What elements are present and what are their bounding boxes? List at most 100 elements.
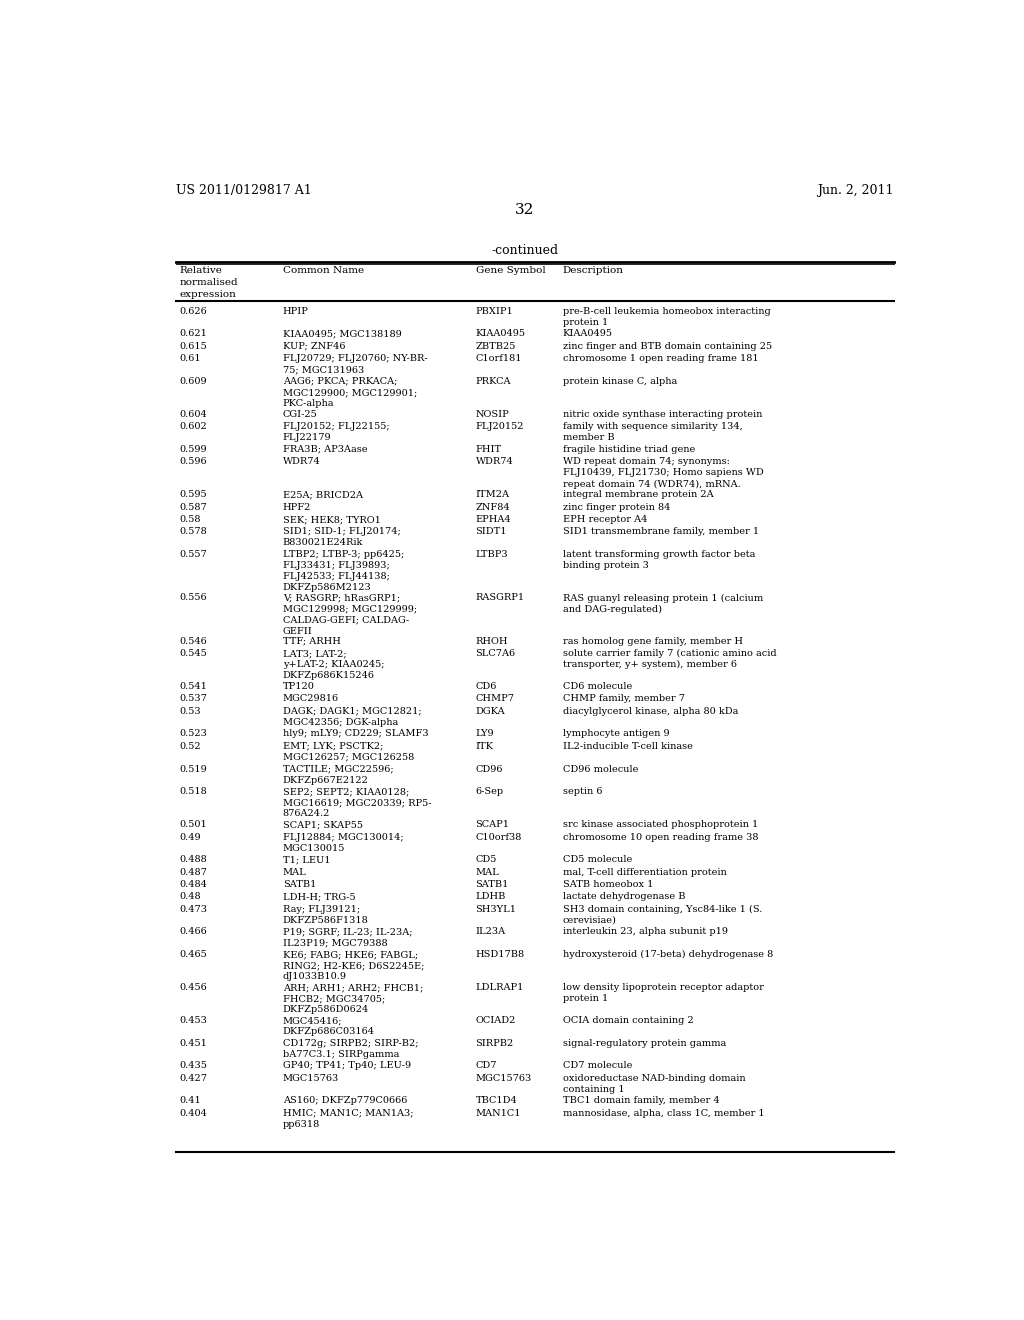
Text: 0.604: 0.604 bbox=[179, 411, 207, 418]
Text: hly9; mLY9; CD229; SLAMF3: hly9; mLY9; CD229; SLAMF3 bbox=[283, 730, 428, 738]
Text: protein kinase C, alpha: protein kinase C, alpha bbox=[563, 378, 677, 385]
Text: 0.52: 0.52 bbox=[179, 742, 201, 751]
Text: 0.484: 0.484 bbox=[179, 880, 208, 888]
Text: E25A; BRICD2A: E25A; BRICD2A bbox=[283, 490, 362, 499]
Text: zinc finger and BTB domain containing 25: zinc finger and BTB domain containing 25 bbox=[563, 342, 772, 351]
Text: LAT3; LAT-2;
y+LAT-2; KIAA0245;
DKFZp686K15246: LAT3; LAT-2; y+LAT-2; KIAA0245; DKFZp686… bbox=[283, 649, 384, 680]
Text: WDR74: WDR74 bbox=[283, 457, 321, 466]
Text: Jun. 2, 2011: Jun. 2, 2011 bbox=[817, 183, 894, 197]
Text: SEP2; SEPT2; KIAA0128;
MGC16619; MGC20339; RP5-
876A24.2: SEP2; SEPT2; KIAA0128; MGC16619; MGC2033… bbox=[283, 787, 431, 818]
Text: AAG6; PKCA; PRKACA;
MGC129900; MGC129901;
PKC-alpha: AAG6; PKCA; PRKACA; MGC129900; MGC129901… bbox=[283, 378, 417, 408]
Text: LY9: LY9 bbox=[475, 730, 495, 738]
Text: P19; SGRF; IL-23; IL-23A;
IL23P19; MGC79388: P19; SGRF; IL-23; IL-23A; IL23P19; MGC79… bbox=[283, 928, 413, 948]
Text: oxidoreductase NAD-binding domain
containing 1: oxidoreductase NAD-binding domain contai… bbox=[563, 1073, 745, 1094]
Text: EPHA4: EPHA4 bbox=[475, 515, 511, 524]
Text: MAL: MAL bbox=[283, 867, 306, 876]
Text: SATB1: SATB1 bbox=[283, 880, 316, 888]
Text: 0.621: 0.621 bbox=[179, 330, 208, 338]
Text: 0.61: 0.61 bbox=[179, 354, 201, 363]
Text: TBC1D4: TBC1D4 bbox=[475, 1097, 517, 1105]
Text: solute carrier family 7 (cationic amino acid
transporter, y+ system), member 6: solute carrier family 7 (cationic amino … bbox=[563, 649, 776, 669]
Text: Common Name: Common Name bbox=[283, 267, 364, 275]
Text: 0.546: 0.546 bbox=[179, 636, 207, 645]
Text: SCAP1; SKAP55: SCAP1; SKAP55 bbox=[283, 820, 362, 829]
Text: LDH-H; TRG-5: LDH-H; TRG-5 bbox=[283, 892, 355, 902]
Text: NOSIP: NOSIP bbox=[475, 411, 509, 418]
Text: 0.596: 0.596 bbox=[179, 457, 207, 466]
Text: KIAA0495; MGC138189: KIAA0495; MGC138189 bbox=[283, 330, 401, 338]
Text: -continued: -continued bbox=[492, 244, 558, 257]
Text: 0.519: 0.519 bbox=[179, 764, 207, 774]
Text: ITK: ITK bbox=[475, 742, 494, 751]
Text: US 2011/0129817 A1: US 2011/0129817 A1 bbox=[176, 183, 311, 197]
Text: HMIC; MAN1C; MAN1A3;
pp6318: HMIC; MAN1C; MAN1A3; pp6318 bbox=[283, 1109, 414, 1129]
Text: 0.587: 0.587 bbox=[179, 503, 207, 512]
Text: Relative
normalised
expression: Relative normalised expression bbox=[179, 267, 239, 298]
Text: TACTILE; MGC22596;
DKFZp667E2122: TACTILE; MGC22596; DKFZp667E2122 bbox=[283, 764, 393, 784]
Text: zinc finger protein 84: zinc finger protein 84 bbox=[563, 503, 671, 512]
Text: ARH; ARH1; ARH2; FHCB1;
FHCB2; MGC34705;
DKFZp586D0624: ARH; ARH1; ARH2; FHCB1; FHCB2; MGC34705;… bbox=[283, 983, 423, 1014]
Text: hydroxysteroid (17-beta) dehydrogenase 8: hydroxysteroid (17-beta) dehydrogenase 8 bbox=[563, 950, 773, 960]
Text: 32: 32 bbox=[515, 203, 535, 216]
Text: mannosidase, alpha, class 1C, member 1: mannosidase, alpha, class 1C, member 1 bbox=[563, 1109, 765, 1118]
Text: nitric oxide synthase interacting protein: nitric oxide synthase interacting protei… bbox=[563, 411, 762, 418]
Text: SID1; SID-1; FLJ20174;
B830021E24Rik: SID1; SID-1; FLJ20174; B830021E24Rik bbox=[283, 528, 400, 548]
Text: WD repeat domain 74; synonyms:
FLJ10439, FLJ21730; Homo sapiens WD
repeat domain: WD repeat domain 74; synonyms: FLJ10439,… bbox=[563, 457, 764, 488]
Text: FLJ20152: FLJ20152 bbox=[475, 422, 524, 432]
Text: AS160; DKFZp779C0666: AS160; DKFZp779C0666 bbox=[283, 1097, 408, 1105]
Text: 0.451: 0.451 bbox=[179, 1039, 208, 1048]
Text: lymphocyte antigen 9: lymphocyte antigen 9 bbox=[563, 730, 670, 738]
Text: SCAP1: SCAP1 bbox=[475, 820, 510, 829]
Text: FHIT: FHIT bbox=[475, 445, 502, 454]
Text: TTF; ARHH: TTF; ARHH bbox=[283, 636, 341, 645]
Text: ZNF84: ZNF84 bbox=[475, 503, 510, 512]
Text: MGC15763: MGC15763 bbox=[283, 1073, 339, 1082]
Text: family with sequence similarity 134,
member B: family with sequence similarity 134, mem… bbox=[563, 422, 742, 442]
Text: pre-B-cell leukemia homeobox interacting
protein 1: pre-B-cell leukemia homeobox interacting… bbox=[563, 306, 771, 327]
Text: 0.599: 0.599 bbox=[179, 445, 207, 454]
Text: 0.609: 0.609 bbox=[179, 378, 207, 385]
Text: Description: Description bbox=[563, 267, 624, 275]
Text: low density lipoprotein receptor adaptor
protein 1: low density lipoprotein receptor adaptor… bbox=[563, 983, 764, 1003]
Text: 0.488: 0.488 bbox=[179, 855, 207, 865]
Text: 0.518: 0.518 bbox=[179, 787, 207, 796]
Text: Gene Symbol: Gene Symbol bbox=[475, 267, 546, 275]
Text: TP120: TP120 bbox=[283, 682, 314, 692]
Text: 0.615: 0.615 bbox=[179, 342, 207, 351]
Text: lactate dehydrogenase B: lactate dehydrogenase B bbox=[563, 892, 685, 902]
Text: EMT; LYK; PSCTK2;
MGC126257; MGC126258: EMT; LYK; PSCTK2; MGC126257; MGC126258 bbox=[283, 742, 414, 762]
Text: WDR74: WDR74 bbox=[475, 457, 513, 466]
Text: MGC45416;
DKFZp686C03164: MGC45416; DKFZp686C03164 bbox=[283, 1016, 375, 1036]
Text: 0.523: 0.523 bbox=[179, 730, 208, 738]
Text: 0.404: 0.404 bbox=[179, 1109, 208, 1118]
Text: TBC1 domain family, member 4: TBC1 domain family, member 4 bbox=[563, 1097, 720, 1105]
Text: 0.557: 0.557 bbox=[179, 550, 207, 560]
Text: fragile histidine triad gene: fragile histidine triad gene bbox=[563, 445, 695, 454]
Text: KIAA0495: KIAA0495 bbox=[563, 330, 613, 338]
Text: HPF2: HPF2 bbox=[283, 503, 311, 512]
Text: signal-regulatory protein gamma: signal-regulatory protein gamma bbox=[563, 1039, 726, 1048]
Text: 0.49: 0.49 bbox=[179, 833, 201, 842]
Text: 0.556: 0.556 bbox=[179, 594, 207, 602]
Text: SH3YL1: SH3YL1 bbox=[475, 904, 516, 913]
Text: EPH receptor A4: EPH receptor A4 bbox=[563, 515, 647, 524]
Text: CD96 molecule: CD96 molecule bbox=[563, 764, 638, 774]
Text: V; RASGRP; hRasGRP1;
MGC129998; MGC129999;
CALDAG-GEFI; CALDAG-
GEFII: V; RASGRP; hRasGRP1; MGC129998; MGC12999… bbox=[283, 594, 417, 636]
Text: integral membrane protein 2A: integral membrane protein 2A bbox=[563, 490, 714, 499]
Text: CD172g; SIRPB2; SIRP-B2;
bA77C3.1; SIRPgamma: CD172g; SIRPB2; SIRP-B2; bA77C3.1; SIRPg… bbox=[283, 1039, 418, 1059]
Text: C1orf181: C1orf181 bbox=[475, 354, 522, 363]
Text: 0.466: 0.466 bbox=[179, 928, 207, 936]
Text: KIAA0495: KIAA0495 bbox=[475, 330, 525, 338]
Text: 0.545: 0.545 bbox=[179, 649, 207, 659]
Text: 0.48: 0.48 bbox=[179, 892, 201, 902]
Text: SLC7A6: SLC7A6 bbox=[475, 649, 516, 659]
Text: DGKA: DGKA bbox=[475, 706, 505, 715]
Text: FLJ20729; FLJ20760; NY-BR-
75; MGC131963: FLJ20729; FLJ20760; NY-BR- 75; MGC131963 bbox=[283, 354, 427, 375]
Text: 0.626: 0.626 bbox=[179, 306, 207, 315]
Text: HPIP: HPIP bbox=[283, 306, 308, 315]
Text: diacylglycerol kinase, alpha 80 kDa: diacylglycerol kinase, alpha 80 kDa bbox=[563, 706, 738, 715]
Text: 0.58: 0.58 bbox=[179, 515, 201, 524]
Text: GP40; TP41; Tp40; LEU-9: GP40; TP41; Tp40; LEU-9 bbox=[283, 1061, 411, 1071]
Text: 0.501: 0.501 bbox=[179, 820, 207, 829]
Text: CD7: CD7 bbox=[475, 1061, 497, 1071]
